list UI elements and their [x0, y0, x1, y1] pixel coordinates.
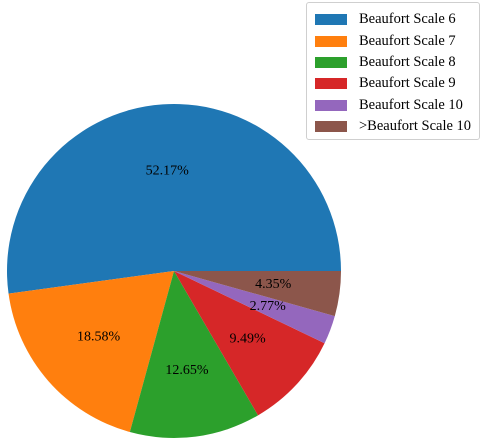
pie-slice: [174, 271, 325, 416]
slice-percent-label: 4.35%: [255, 277, 292, 292]
pie-slice: [129, 271, 259, 438]
pie-slice: [174, 271, 335, 344]
legend-item: Beaufort Scale 7: [315, 30, 479, 51]
legend-item: Beaufort Scale 10: [315, 95, 479, 116]
legend-swatch: [315, 35, 347, 47]
slice-percent-label: 18.58%: [77, 330, 121, 345]
pie-slice: [8, 271, 174, 433]
legend-label: Beaufort Scale 7: [359, 32, 456, 49]
legend-swatch: [315, 78, 347, 90]
legend-label: Beaufort Scale 10: [359, 96, 463, 113]
legend-label: Beaufort Scale 6: [359, 11, 456, 28]
legend-label: Beaufort Scale 9: [359, 75, 456, 92]
legend-swatch: [315, 56, 347, 68]
legend-item: Beaufort Scale 6: [315, 9, 479, 30]
slice-percent-label: 9.49%: [230, 331, 267, 346]
chart-legend: Beaufort Scale 6 Beaufort Scale 7 Beaufo…: [306, 2, 480, 140]
legend-swatch: [315, 99, 347, 111]
slice-percent-label: 52.17%: [146, 164, 190, 179]
legend-item: Beaufort Scale 9: [315, 73, 479, 94]
legend-label: >Beaufort Scale 10: [359, 118, 472, 135]
legend-swatch: [315, 121, 347, 133]
pie-slice: [174, 271, 341, 317]
legend-item: Beaufort Scale 8: [315, 52, 479, 73]
legend-label: Beaufort Scale 8: [359, 53, 456, 70]
slice-percent-label: 2.77%: [250, 299, 287, 314]
legend-swatch: [315, 14, 347, 26]
slice-percent-label: 12.65%: [165, 363, 209, 378]
legend-item: >Beaufort Scale 10: [315, 116, 479, 137]
pie-slice: [6, 103, 341, 294]
